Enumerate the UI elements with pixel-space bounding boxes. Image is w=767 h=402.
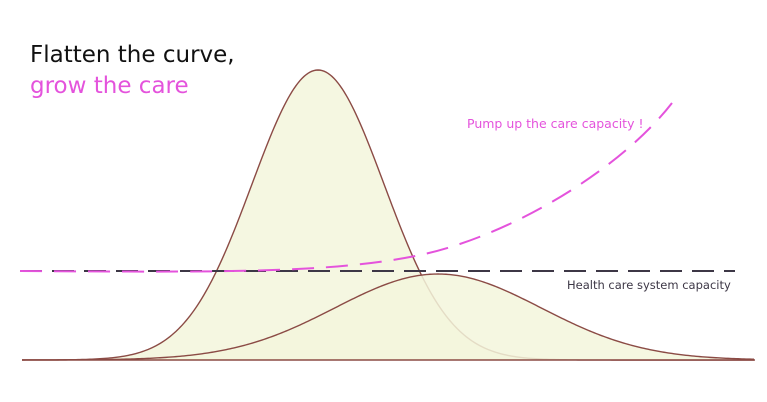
care-capacity-label: Pump up the care capacity ! <box>467 116 643 131</box>
title-line-grow: grow the care <box>30 73 189 99</box>
growing-care-capacity-curve <box>19 102 673 273</box>
system-capacity-label: Health care system capacity <box>567 278 731 292</box>
flattened-curve <box>21 273 755 361</box>
title-line-flatten: Flatten the curve, <box>30 42 235 68</box>
title-block: Flatten the curve, grow the care <box>30 40 235 102</box>
